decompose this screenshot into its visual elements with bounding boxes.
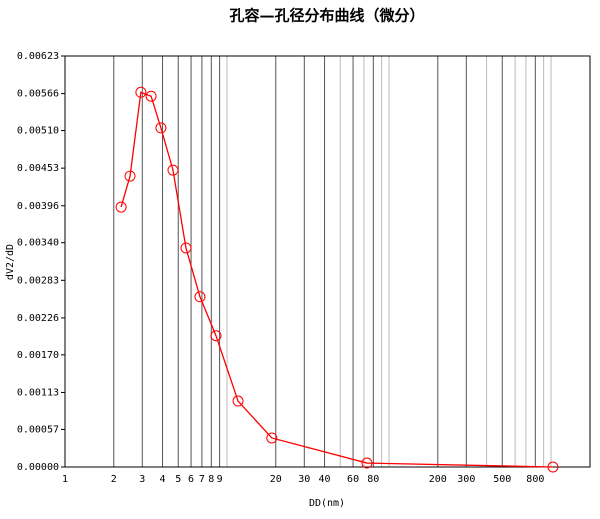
point-marker — [155, 122, 167, 134]
point-marker — [194, 291, 206, 303]
series-line — [120, 91, 553, 468]
chart-title: 孔容—孔径分布曲线（微分） — [229, 7, 424, 25]
x-tick-label: 9 — [217, 474, 223, 485]
x-axis-label: DD(nm) — [309, 498, 345, 509]
point-marker — [361, 457, 373, 469]
x-tick-label: 300 — [457, 474, 475, 485]
point-marker — [145, 90, 157, 102]
point-marker — [167, 164, 179, 176]
x-tick-label: 4 — [160, 474, 166, 485]
y-tick-label: 0.00623 — [17, 51, 59, 62]
x-tick-label: 8 — [208, 474, 214, 485]
x-tick-label: 30 — [298, 474, 310, 485]
point-marker — [135, 86, 147, 98]
y-tick-label: 0.00510 — [17, 126, 59, 137]
point-marker — [210, 330, 222, 342]
point-marker — [547, 461, 559, 473]
point-marker — [124, 170, 136, 182]
x-tick-label: 500 — [493, 474, 511, 485]
point-marker — [115, 201, 127, 213]
y-tick-label: 0.00170 — [17, 350, 59, 361]
y-tick-label: 0.00340 — [17, 238, 59, 249]
x-tick-label: 7 — [199, 474, 205, 485]
point-marker — [180, 242, 192, 254]
y-tick-label: 0.00113 — [17, 387, 59, 398]
x-tick-label: 200 — [429, 474, 447, 485]
x-tick-label: 3 — [139, 474, 145, 485]
x-tick-label: 60 — [347, 474, 359, 485]
x-tick-label: 1 — [62, 474, 68, 485]
y-axis-label: dV2/dD — [5, 244, 16, 280]
x-tick-label: 6 — [188, 474, 194, 485]
plot-frame — [64, 55, 591, 468]
x-tick-label: 40 — [319, 474, 331, 485]
x-tick-label: 800 — [526, 474, 544, 485]
y-tick-label: 0.00283 — [17, 275, 59, 286]
y-tick-label: 0.00000 — [17, 462, 59, 473]
x-tick-label: 20 — [270, 474, 282, 485]
y-tick-label: 0.00566 — [17, 89, 59, 100]
y-tick-label: 0.00453 — [17, 163, 59, 174]
x-tick-label: 80 — [367, 474, 379, 485]
point-marker — [232, 395, 244, 407]
y-tick-label: 0.00226 — [17, 313, 59, 324]
y-tick-label: 0.00057 — [17, 424, 59, 435]
point-marker — [266, 432, 278, 444]
x-tick-label: 5 — [175, 474, 181, 485]
y-tick-label: 0.00396 — [17, 201, 59, 212]
x-tick-label: 2 — [111, 474, 117, 485]
